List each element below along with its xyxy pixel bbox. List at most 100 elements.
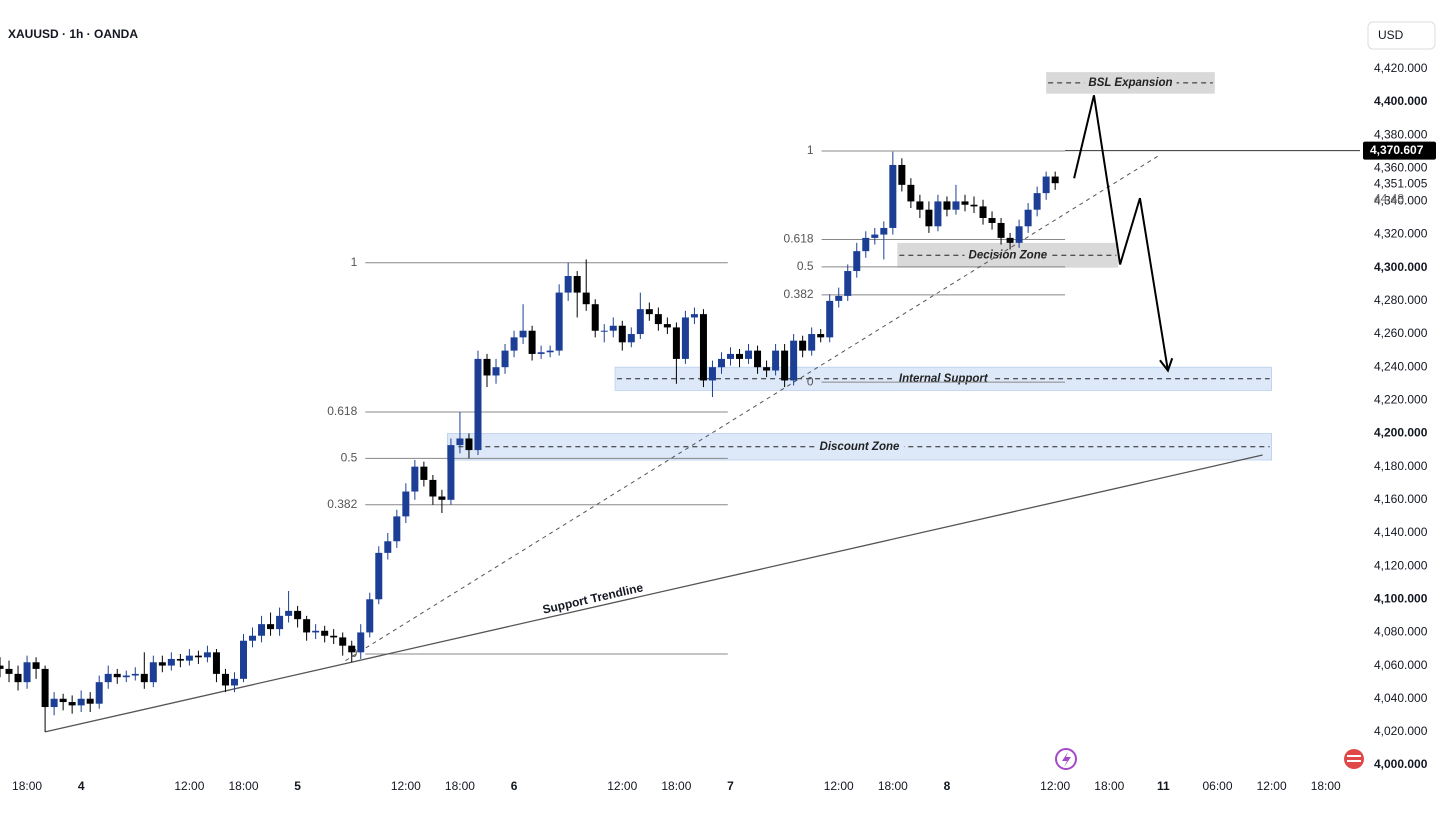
symbol-title: XAUUSD · 1h · OANDA xyxy=(8,27,138,41)
candle-body xyxy=(663,324,671,328)
candle-body xyxy=(727,353,735,359)
candle-body xyxy=(537,352,545,354)
candle-body xyxy=(393,516,401,542)
candle-body xyxy=(330,635,338,638)
x-tick-label: 4 xyxy=(78,779,85,793)
candle-body xyxy=(754,350,762,368)
candle-body xyxy=(167,658,175,666)
candle-body xyxy=(104,673,112,683)
candle-body xyxy=(871,234,879,238)
candle-body xyxy=(86,698,94,704)
candle-body xyxy=(952,201,960,210)
candle-body xyxy=(14,673,22,683)
candle-body xyxy=(600,330,608,332)
candle-body xyxy=(357,632,365,653)
candle-body xyxy=(826,300,834,338)
country-icon[interactable] xyxy=(1344,749,1364,769)
candle-body xyxy=(555,292,563,351)
candle-body xyxy=(492,367,500,376)
candle-body xyxy=(763,367,771,371)
x-tick-label: 18:00 xyxy=(445,779,475,793)
candle-body xyxy=(898,164,906,185)
price-line-label: 4,370.607 xyxy=(1370,143,1424,157)
x-tick-label: 12:00 xyxy=(607,779,637,793)
candle-body xyxy=(591,304,599,331)
candle-body xyxy=(77,698,85,706)
candle-body xyxy=(348,645,356,653)
candle-body xyxy=(546,350,554,353)
candle-body xyxy=(844,271,852,296)
candle-body xyxy=(799,340,807,351)
x-tick-label: 8 xyxy=(944,779,951,793)
candle-body xyxy=(943,201,951,210)
x-tick-label: 12:00 xyxy=(1040,779,1070,793)
candle-body xyxy=(889,164,897,228)
candle-body xyxy=(465,438,473,451)
y-tick-label: 4,240.000 xyxy=(1374,359,1428,373)
candle-body xyxy=(59,698,67,703)
candle-body xyxy=(573,276,581,293)
candle-body xyxy=(880,227,888,235)
fib-ratio: 0.5 xyxy=(797,259,814,273)
candle-body xyxy=(510,337,518,351)
candle-body xyxy=(988,217,996,223)
candle-body xyxy=(745,350,753,359)
candle-body xyxy=(817,334,825,338)
candle-body xyxy=(654,314,662,325)
zone-label-bg xyxy=(964,249,1052,262)
y-tick-label: 4,040.000 xyxy=(1374,691,1428,705)
candle-body xyxy=(970,204,978,207)
candle-body xyxy=(609,325,617,331)
x-tick-label: 12:00 xyxy=(1257,779,1287,793)
x-tick-label: 5 xyxy=(294,779,301,793)
candle-body xyxy=(997,222,1005,238)
candle-body xyxy=(1042,176,1050,194)
candle-body xyxy=(0,665,4,669)
fib-ratio: 0.382 xyxy=(327,497,357,511)
y-tick-label: 4,020.000 xyxy=(1374,724,1428,738)
zone-label-bg xyxy=(1084,76,1177,89)
candle-body xyxy=(176,658,184,661)
candle-body xyxy=(312,630,320,633)
x-tick-label: 6 xyxy=(511,779,518,793)
country-icon-stripe xyxy=(1347,760,1361,762)
x-tick-label: 12:00 xyxy=(174,779,204,793)
candle-body xyxy=(438,496,446,500)
candle-body xyxy=(321,630,329,636)
y-tick-label: 4,360.000 xyxy=(1374,160,1428,174)
x-tick-label: 12:00 xyxy=(391,779,421,793)
candle-body xyxy=(149,662,157,683)
projection-arrowhead xyxy=(1159,357,1174,373)
y-tick-label: 4,000.000 xyxy=(1374,757,1428,771)
y-tick-label: 4,320.000 xyxy=(1374,227,1428,241)
y-tick-label: 4,180.000 xyxy=(1374,459,1428,473)
fib-ratio: 0 xyxy=(807,374,814,388)
countdown-label: 44:48 xyxy=(1374,191,1404,205)
event-icon[interactable] xyxy=(1055,748,1077,770)
candle-body xyxy=(528,330,536,354)
fib-ratio: 1 xyxy=(351,255,358,269)
candle-body xyxy=(68,702,76,706)
candle-body xyxy=(303,619,311,633)
candle-body xyxy=(808,334,816,351)
currency-label[interactable]: USD xyxy=(1378,28,1404,42)
x-tick-label: 06:00 xyxy=(1202,779,1232,793)
y-tick-label: 4,080.000 xyxy=(1374,625,1428,639)
x-tick-label: 18:00 xyxy=(12,779,42,793)
x-tick-label: 7 xyxy=(727,779,734,793)
candle-body xyxy=(627,334,635,343)
candle-body xyxy=(158,662,166,666)
candle-body xyxy=(564,276,572,293)
candle-body xyxy=(636,309,644,335)
candle-body xyxy=(50,698,58,708)
fib-ratio: 0.5 xyxy=(341,451,358,465)
zone-label: Internal Support xyxy=(899,373,989,385)
candle-body xyxy=(447,445,455,500)
candle-body xyxy=(267,624,275,630)
currency-button[interactable] xyxy=(1367,21,1436,50)
y-tick-label: 4,160.000 xyxy=(1374,492,1428,506)
y-tick-label: 4,140.000 xyxy=(1374,525,1428,539)
y-tick-label: 4,120.000 xyxy=(1374,558,1428,572)
candle-body xyxy=(699,314,707,381)
